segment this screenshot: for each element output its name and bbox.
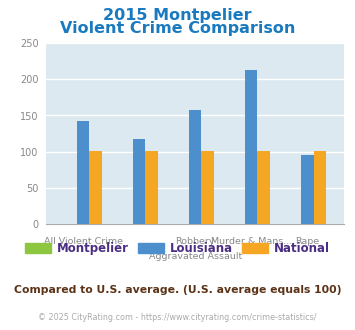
- Text: Murder & Mans...: Murder & Mans...: [211, 237, 292, 246]
- Text: 2015 Montpelier: 2015 Montpelier: [103, 8, 252, 23]
- Text: Aggravated Assault: Aggravated Assault: [149, 251, 242, 261]
- Text: Compared to U.S. average. (U.S. average equals 100): Compared to U.S. average. (U.S. average …: [14, 285, 341, 295]
- Text: © 2025 CityRating.com - https://www.cityrating.com/crime-statistics/: © 2025 CityRating.com - https://www.city…: [38, 313, 317, 322]
- Text: Rape: Rape: [295, 237, 320, 246]
- Bar: [313, 151, 326, 224]
- Bar: [133, 140, 145, 224]
- Text: Violent Crime Comparison: Violent Crime Comparison: [60, 21, 295, 36]
- Bar: [89, 151, 102, 224]
- Bar: [77, 120, 89, 224]
- Bar: [245, 71, 257, 224]
- Bar: [189, 110, 201, 224]
- Bar: [145, 151, 158, 224]
- Legend: Montpelier, Louisiana, National: Montpelier, Louisiana, National: [20, 237, 335, 260]
- Bar: [301, 155, 313, 224]
- Bar: [257, 151, 270, 224]
- Text: All Violent Crime: All Violent Crime: [44, 237, 122, 246]
- Bar: [201, 151, 214, 224]
- Text: Robbery: Robbery: [175, 237, 215, 246]
